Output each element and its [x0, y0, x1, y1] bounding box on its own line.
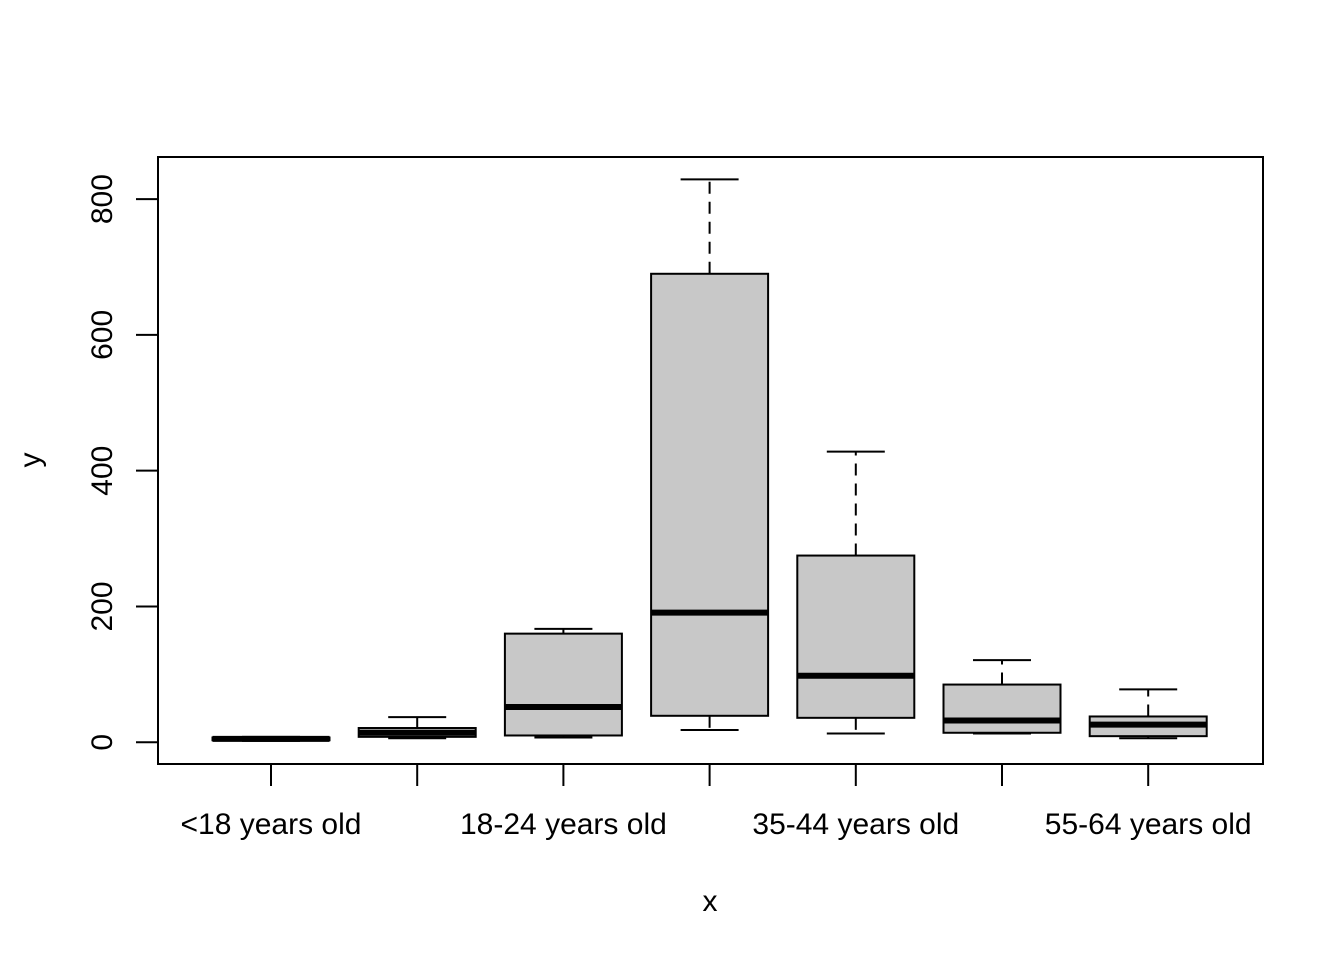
y-axis-label: y	[14, 453, 47, 468]
x-tick-label: 18-24 years old	[460, 808, 667, 841]
box-7	[1088, 688, 1208, 740]
x-tick-label: <18 years old	[181, 808, 362, 841]
box-2	[357, 716, 477, 740]
box-iqr	[503, 632, 623, 737]
y-tick-label: 0	[86, 734, 119, 751]
box-1	[211, 735, 331, 742]
y-tick-label: 200	[86, 581, 119, 631]
box-6	[942, 659, 1062, 735]
y-tick-label: 600	[86, 310, 119, 360]
y-tick-label: 400	[86, 446, 119, 496]
box-3	[503, 627, 623, 739]
box-iqr	[796, 554, 916, 719]
x-tick-label: 35-44 years old	[752, 808, 959, 841]
y-axis: 0 200 400 600 800	[86, 174, 159, 751]
y-tick-label: 800	[86, 174, 119, 224]
box-5	[796, 450, 916, 735]
x-axis: <18 years old 18-24 years old 35-44 years …	[181, 763, 1252, 841]
x-axis-label: x	[703, 885, 718, 918]
box-4	[650, 178, 770, 732]
box-iqr	[942, 683, 1062, 734]
box-series	[211, 178, 1208, 742]
box-iqr	[650, 272, 770, 717]
x-tick-label: 55-64 years old	[1045, 808, 1252, 841]
